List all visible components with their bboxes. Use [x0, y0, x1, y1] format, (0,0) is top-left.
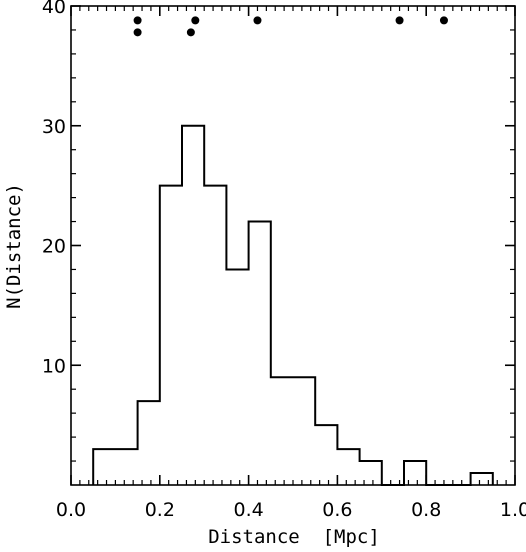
histogram-bar	[249, 222, 271, 485]
histogram-bar	[404, 461, 426, 485]
histogram-bar	[360, 461, 382, 485]
x-tick-label: 1.0	[500, 499, 526, 521]
histogram-bar	[337, 449, 359, 485]
marker-point	[186, 28, 195, 37]
y-tick-label: 20	[42, 236, 66, 258]
histogram-bar	[204, 186, 226, 485]
x-tick-label: 0.0	[56, 499, 86, 521]
histogram-bar	[293, 377, 315, 485]
histogram-bar	[271, 377, 293, 485]
histogram-bar	[182, 126, 204, 485]
histogram-outline	[92, 124, 494, 486]
x-tick-label: 0.4	[233, 499, 263, 521]
marker-point	[133, 28, 142, 37]
x-tick-label: 0.2	[145, 499, 175, 521]
y-axis-title: N(Distance)	[3, 183, 25, 309]
histogram-bar	[160, 186, 182, 485]
marker-point	[133, 16, 142, 25]
y-tick-label: 10	[42, 355, 66, 377]
x-axis-title: Distance [Mpc]	[208, 526, 380, 548]
x-tick-label: 0.6	[322, 499, 352, 521]
histogram-bar	[138, 401, 160, 485]
y-tick-label: 30	[42, 116, 66, 138]
histogram-bar	[115, 449, 137, 485]
x-tick-label: 0.8	[411, 499, 441, 521]
plot-area: 0.0 0.2 0.4 0.6 0.8 1.0 10 20 30 40	[42, 0, 526, 521]
marker-point	[439, 16, 448, 25]
histogram-bar	[226, 269, 248, 485]
y-tick-label: 40	[42, 0, 66, 18]
marker-point	[395, 16, 404, 25]
marker-point	[253, 16, 262, 25]
marker-point	[191, 16, 200, 25]
histogram-bar	[471, 473, 493, 485]
histogram-bar	[315, 425, 337, 485]
histogram-bar	[93, 449, 115, 485]
